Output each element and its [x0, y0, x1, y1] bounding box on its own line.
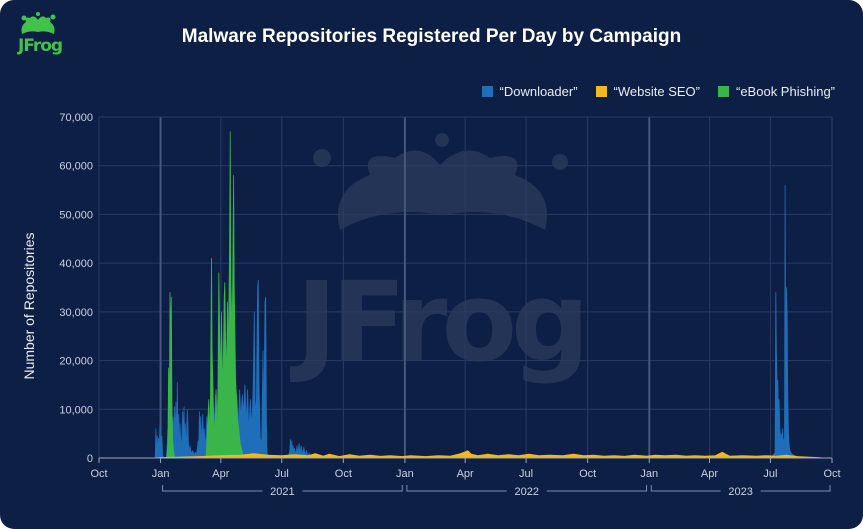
year-group-label: 2022 — [515, 486, 539, 498]
x-tick-label: Jan — [152, 468, 170, 480]
x-tick-label: Jan — [396, 468, 414, 480]
x-tick-label: Oct — [335, 468, 352, 480]
series-layer — [154, 131, 825, 459]
series-area-ebook-phishing — [166, 131, 244, 459]
series-area-website-seo — [154, 450, 825, 459]
x-tick-label: Jul — [275, 468, 289, 480]
x-tick-label: Apr — [701, 468, 718, 480]
year-label-backdrop — [262, 483, 303, 499]
year-group-label: 2021 — [270, 486, 294, 498]
legend-item-downloader[interactable]: “Downloader” — [481, 84, 578, 99]
x-tick-label: Jul — [519, 468, 533, 480]
legend-swatch-downloader — [481, 86, 493, 97]
x-tick-label: Apr — [212, 468, 229, 480]
y-tick-label: 50,000 — [59, 209, 93, 221]
year-label-backdrop — [720, 483, 761, 499]
year-group-label: 2023 — [728, 486, 752, 498]
axes: 0 10,000 20,000 30,000 40,000 50,000 60,000 70,… — [59, 112, 841, 499]
jfrog-logo-text: JFrog — [18, 36, 63, 56]
year-label-backdrop — [506, 483, 547, 499]
legend: “Downloader” “Website SEO” “eBook Phishi… — [481, 84, 835, 99]
x-tick-label: Jul — [763, 468, 777, 480]
legend-label-ebook-phishing: “eBook Phishing” — [736, 84, 835, 99]
y-tick-label: 20,000 — [59, 356, 93, 368]
y-tick-label: 70,000 — [59, 112, 93, 124]
x-tick-label: Oct — [579, 468, 596, 480]
jfrog-logo-icon — [21, 12, 56, 34]
legend-swatch-website-seo — [595, 86, 607, 97]
y-axis-label: Number of Repositories — [21, 232, 37, 379]
x-tick-label: Apr — [457, 468, 474, 480]
y-tick-label: 30,000 — [59, 307, 93, 319]
svg-text:JFrog: JFrog — [289, 258, 584, 386]
legend-item-website-seo[interactable]: “Website SEO” — [595, 84, 700, 99]
x-tick-label: Jan — [640, 468, 658, 480]
y-tick-label: 60,000 — [59, 161, 93, 173]
legend-item-ebook-phishing[interactable]: “eBook Phishing” — [718, 84, 835, 99]
y-tick-label: 0 — [87, 453, 93, 465]
jfrog-watermark-icon: JFrog — [289, 133, 590, 386]
chart-title: Malware Repositories Registered Per Day … — [181, 26, 682, 47]
legend-label-downloader: “Downloader” — [499, 84, 578, 99]
x-tick-label: Oct — [90, 468, 107, 480]
legend-label-website-seo: “Website SEO” — [613, 84, 700, 99]
y-tick-label: 10,000 — [59, 404, 93, 416]
x-tick-label: Oct — [823, 468, 840, 480]
legend-swatch-ebook-phishing — [718, 86, 729, 97]
y-tick-label: 40,000 — [59, 258, 93, 270]
